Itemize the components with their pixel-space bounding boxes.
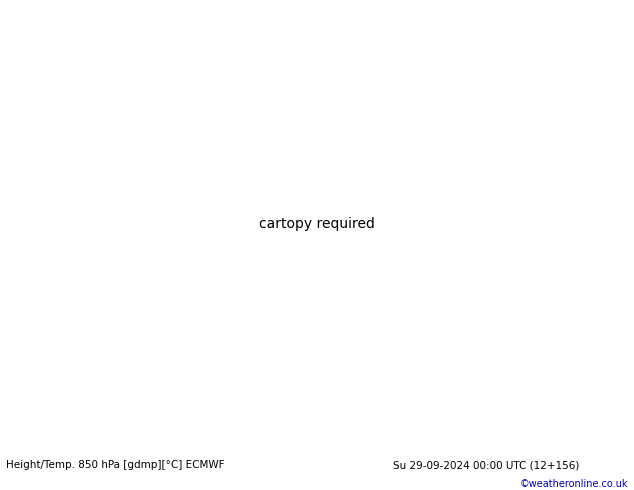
Text: ©weatheronline.co.uk: ©weatheronline.co.uk	[519, 479, 628, 489]
Text: cartopy required: cartopy required	[259, 217, 375, 231]
Text: Height/Temp. 850 hPa [gdmp][°C] ECMWF: Height/Temp. 850 hPa [gdmp][°C] ECMWF	[6, 460, 225, 470]
Text: Su 29-09-2024 00:00 UTC (12+156): Su 29-09-2024 00:00 UTC (12+156)	[393, 460, 579, 470]
